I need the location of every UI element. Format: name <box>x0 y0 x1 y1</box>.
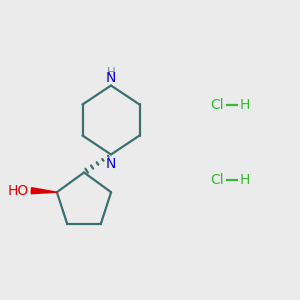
Text: H: H <box>240 98 250 112</box>
Text: Cl: Cl <box>210 173 224 187</box>
Text: N: N <box>106 157 116 171</box>
Text: H: H <box>106 67 116 80</box>
Text: H: H <box>240 173 250 187</box>
Text: HO: HO <box>7 184 28 198</box>
Text: Cl: Cl <box>210 98 224 112</box>
Text: N: N <box>106 71 116 85</box>
Polygon shape <box>31 188 57 194</box>
